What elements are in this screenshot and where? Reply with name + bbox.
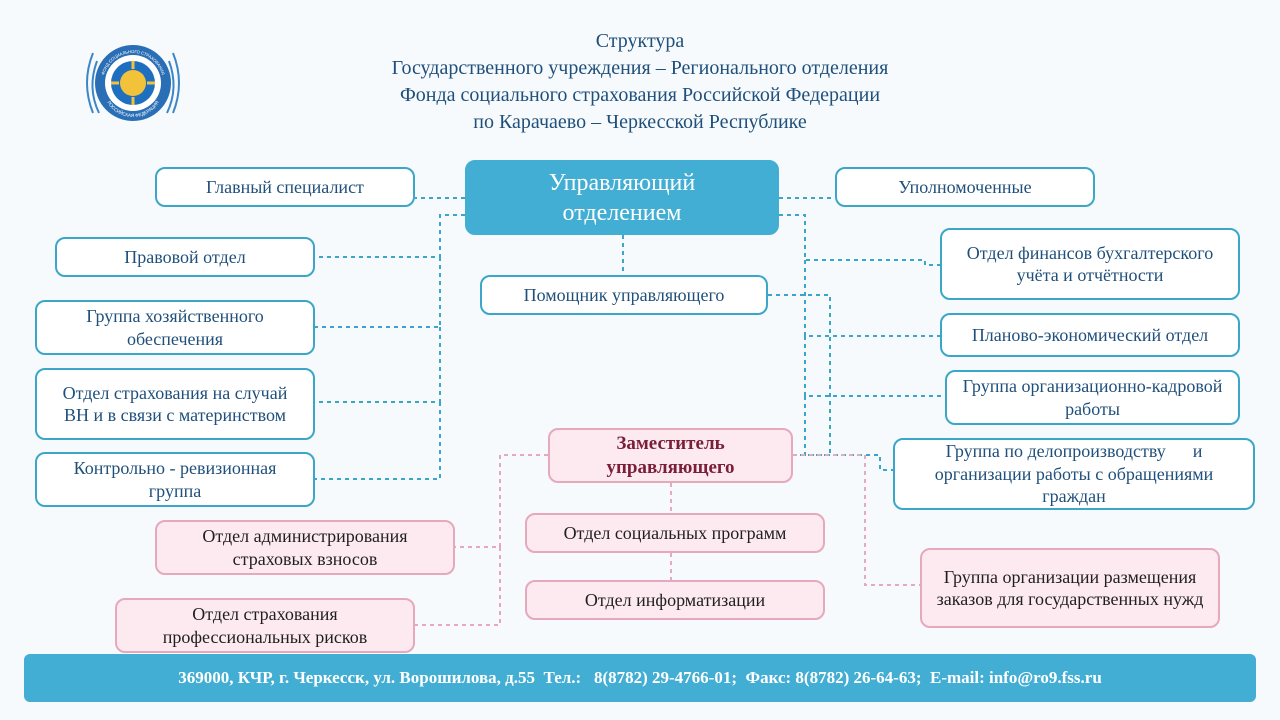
page-title: Структура Государственного учреждения – …: [0, 28, 1280, 136]
node-plan_econ: Планово-экономический отдел: [940, 313, 1240, 357]
node-hr: Группа организационно-кадровой работы: [945, 370, 1240, 425]
node-finance: Отдел финансов бухгалтерского учёта и от…: [940, 228, 1240, 300]
node-assistant: Помощник управляющего: [480, 275, 768, 315]
title-line4: по Карачаево – Черкесской Республике: [0, 109, 1280, 136]
node-legal: Правовой отдел: [55, 237, 315, 277]
node-admin_contr: Отдел администрирования страховых взносо…: [155, 520, 455, 575]
node-procurement: Группа организации размещения заказов дл…: [920, 548, 1220, 628]
footer-text: 369000, КЧР, г. Черкесск, ул. Ворошилова…: [178, 668, 1102, 687]
node-prof_risk: Отдел страхования профессиональных риско…: [115, 598, 415, 653]
footer-bar: 369000, КЧР, г. Черкесск, ул. Ворошилова…: [24, 654, 1256, 702]
node-control: Контрольно - ревизионная группа: [35, 452, 315, 507]
node-info_dept: Отдел информатизации: [525, 580, 825, 620]
node-deputy: Заместитель управляющего: [548, 428, 793, 483]
title-line1: Структура: [0, 28, 1280, 55]
node-root: Управляющий отделением: [465, 160, 779, 235]
title-line2: Государственного учреждения – Региональн…: [0, 55, 1280, 82]
node-insurance: Отдел страхования на случай ВН и в связи…: [35, 368, 315, 440]
title-line3: Фонда социального страхования Российской…: [0, 82, 1280, 109]
node-authorized: Уполномоченные: [835, 167, 1095, 207]
node-social_prog: Отдел социальных программ: [525, 513, 825, 553]
node-household: Группа хозяйственного обеспечения: [35, 300, 315, 355]
node-records: Группа по делопроизводству и организации…: [893, 438, 1255, 510]
org-chart-canvas: ФОНД СОЦИАЛЬНОГО СТРАХОВАНИЯ РОССИЙСКАЯ …: [0, 0, 1280, 720]
node-chief_spec: Главный специалист: [155, 167, 415, 207]
